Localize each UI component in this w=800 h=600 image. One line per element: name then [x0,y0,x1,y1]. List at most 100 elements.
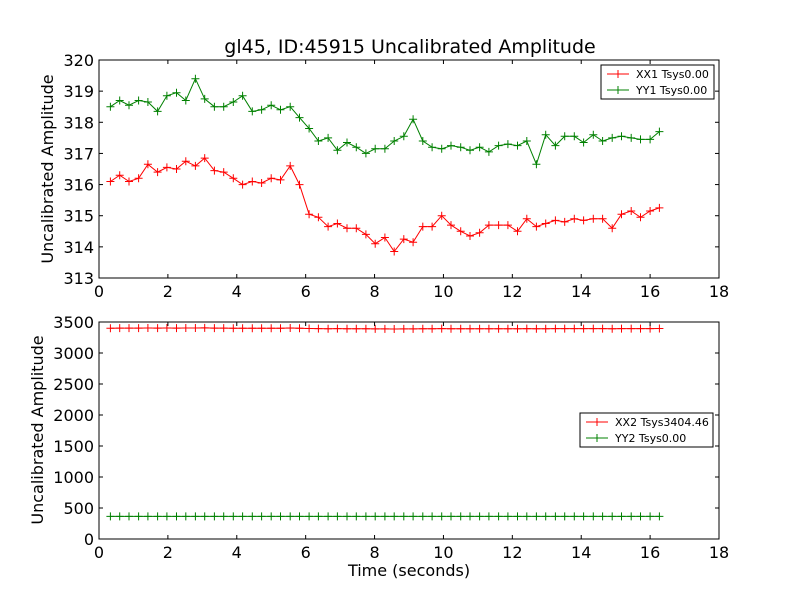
data-point [172,512,181,521]
data-point [229,512,238,521]
data-point [447,141,455,150]
data-point [162,163,171,172]
data-point [191,74,200,83]
data-point [219,168,228,177]
legend: XX1 Tsys0.00 YY1 Tsys0.00 [600,64,715,100]
series-1 [106,323,664,333]
data-point [153,107,162,116]
data-point [617,324,626,333]
data-point [371,239,380,248]
data-point [153,168,162,177]
y-tick-label: 2500 [53,375,94,394]
data-point [598,214,607,223]
data-point [371,324,380,333]
data-point [503,512,512,521]
data-point [608,324,617,333]
data-point [314,137,323,145]
data-point [210,166,219,175]
data-point [447,221,455,230]
data-point [418,137,427,145]
y-tick-label: 0 [84,530,94,549]
data-point [162,512,171,521]
data-point [125,177,133,186]
legend-label: XX1 Tsys0.00 [636,68,709,81]
data-point [352,324,361,333]
data-point [390,247,399,256]
data-point [324,222,333,231]
data-point [437,144,446,153]
data-point [617,512,626,521]
data-point [655,127,664,136]
data-point [494,221,503,230]
y-tick-label: 320 [63,51,94,70]
y-axis-label: Uncalibrated Amplitude [38,74,57,263]
data-point [343,324,351,333]
data-point [115,171,124,180]
data-point [513,141,522,150]
data-point [617,210,626,219]
x-tick-label: 10 [433,282,453,301]
data-point [380,144,389,153]
data-point [219,102,228,111]
data-point [598,137,607,145]
data-point [257,324,266,333]
data-point [428,143,437,152]
legend-item: XX2 Tsys3404.46 [586,416,709,429]
y-tick-label: 3500 [53,313,94,332]
data-point [219,512,228,521]
data-point [143,512,152,521]
y-tick-label: 2000 [53,406,94,425]
legend: XX2 Tsys3404.46 YY2 Tsys0.00 [579,412,714,448]
data-point [343,224,351,233]
data-point [191,324,200,332]
data-point [172,165,181,173]
data-point [579,216,588,225]
data-point [219,324,228,333]
data-point [466,512,474,521]
data-point [229,324,238,333]
legend-item: YY1 Tsys0.00 [607,84,707,97]
data-point [418,512,427,521]
data-point [333,512,342,521]
data-point [380,233,389,242]
data-point [181,324,190,332]
data-point [522,324,531,333]
data-point [437,211,446,220]
data-point [238,180,247,189]
data-point [503,221,512,230]
data-point [428,512,437,521]
data-point [371,144,380,153]
data-point [541,219,550,228]
x-tick-label: 0 [94,543,104,562]
data-point [456,227,465,236]
x-tick-label: 6 [301,282,311,301]
data-point [494,141,503,150]
data-point [314,213,323,222]
data-point [589,214,598,223]
data-point [541,324,550,333]
data-point [134,174,143,183]
data-point [191,161,200,170]
data-point [655,512,664,521]
data-point [503,140,512,149]
data-point [598,512,607,521]
data-point [636,213,645,222]
data-point [532,324,541,333]
data-point [494,512,503,521]
data-point [238,512,247,521]
data-point [295,180,304,189]
data-point [390,512,399,521]
data-point [333,324,342,333]
data-point [532,512,541,521]
top-panel: 0 2 4 6 8 10 12 14 16 18 313 314 315 316 317 318 319 320 U… [38,51,729,301]
data-point [210,324,219,333]
data-point [532,160,541,169]
x-tick-label: 6 [301,543,311,562]
series-1 [106,154,664,256]
data-point [295,113,304,122]
legend-swatch-marker [614,86,622,94]
x-tick-label: 16 [640,282,660,301]
data-point [627,207,636,215]
data-point [560,217,569,226]
data-point [551,324,560,333]
